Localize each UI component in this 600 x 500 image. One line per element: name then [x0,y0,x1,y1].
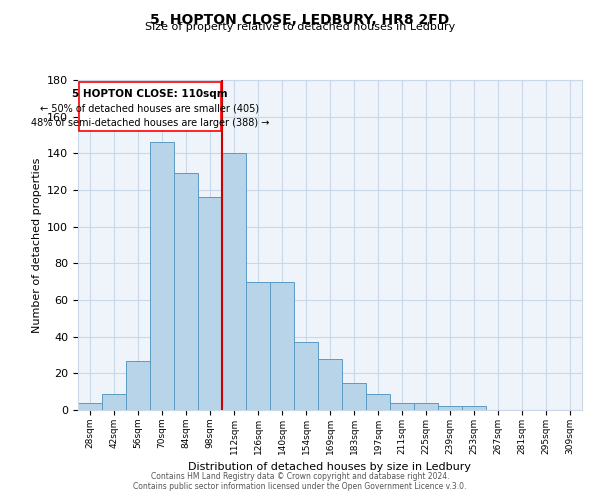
Bar [342,382,366,410]
X-axis label: Distribution of detached houses by size in Ledbury: Distribution of detached houses by size … [188,462,472,472]
Bar [79,82,221,132]
Bar [222,154,246,410]
Bar [294,342,318,410]
Bar [390,402,414,410]
Bar [150,142,174,410]
Bar [438,406,462,410]
Bar [126,360,150,410]
Bar [174,174,198,410]
Bar [78,402,102,410]
Text: 48% of semi-detached houses are larger (388) →: 48% of semi-detached houses are larger (… [31,118,269,128]
Bar [198,198,222,410]
Bar [366,394,390,410]
Bar [318,358,342,410]
Text: Size of property relative to detached houses in Ledbury: Size of property relative to detached ho… [145,22,455,32]
Text: ← 50% of detached houses are smaller (405): ← 50% of detached houses are smaller (40… [40,104,260,114]
Text: Contains public sector information licensed under the Open Government Licence v.: Contains public sector information licen… [133,482,467,491]
Text: 5 HOPTON CLOSE: 110sqm: 5 HOPTON CLOSE: 110sqm [72,89,228,99]
Bar [270,282,294,410]
Bar [246,282,270,410]
Bar [462,406,486,410]
Bar [414,402,438,410]
Bar [102,394,126,410]
Text: Contains HM Land Registry data © Crown copyright and database right 2024.: Contains HM Land Registry data © Crown c… [151,472,449,481]
Text: 5, HOPTON CLOSE, LEDBURY, HR8 2FD: 5, HOPTON CLOSE, LEDBURY, HR8 2FD [151,12,449,26]
Y-axis label: Number of detached properties: Number of detached properties [32,158,41,332]
